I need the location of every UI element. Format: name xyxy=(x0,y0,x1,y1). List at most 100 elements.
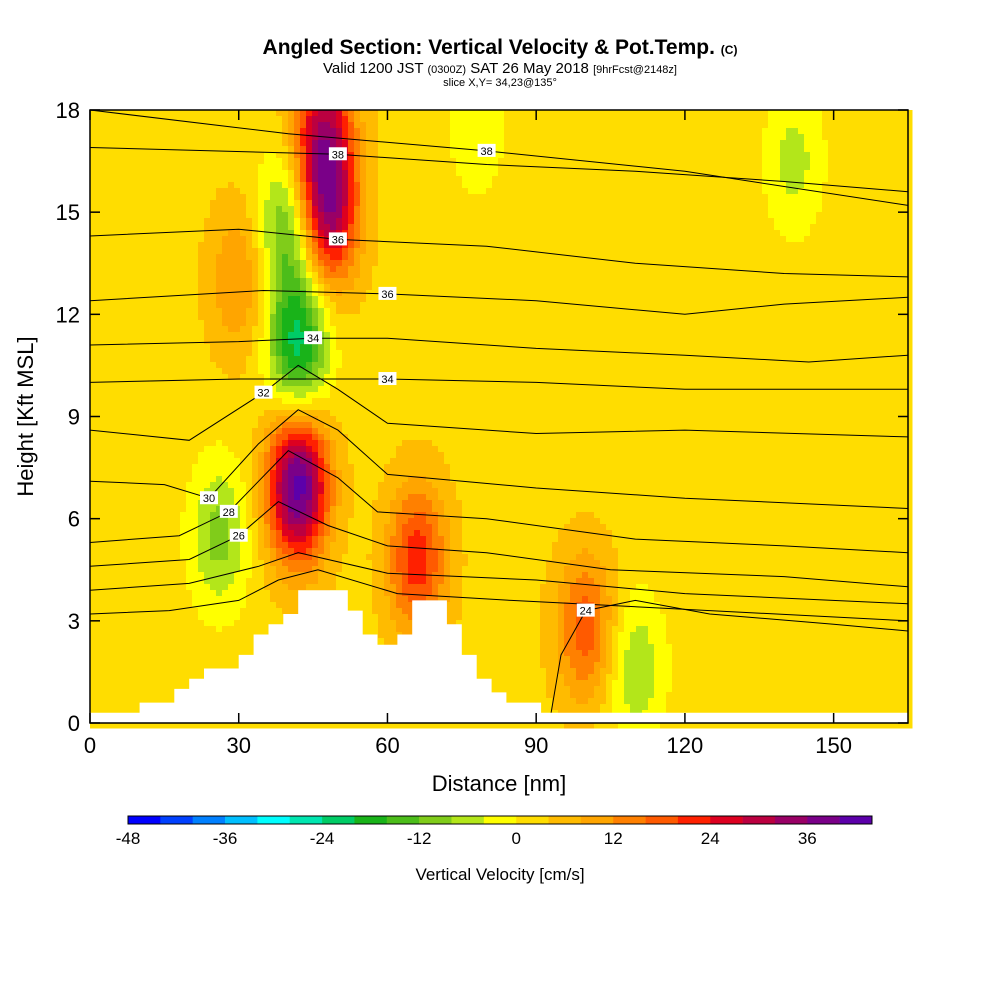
velocity-cell xyxy=(288,200,295,207)
velocity-cell xyxy=(318,146,325,153)
velocity-cell xyxy=(96,386,103,393)
velocity-cell xyxy=(348,542,355,549)
velocity-cell xyxy=(114,128,121,135)
velocity-cell xyxy=(168,272,175,279)
velocity-cell xyxy=(276,590,283,597)
velocity-cell xyxy=(330,128,337,135)
velocity-cell xyxy=(300,152,307,159)
velocity-cell xyxy=(90,230,97,237)
velocity-cell xyxy=(348,110,355,117)
velocity-cell xyxy=(102,530,109,537)
velocity-cell xyxy=(96,332,103,339)
velocity-cell xyxy=(114,164,121,171)
velocity-cell xyxy=(162,614,169,621)
velocity-cell xyxy=(348,248,355,255)
velocity-cell xyxy=(138,566,145,573)
velocity-cell xyxy=(222,644,229,651)
velocity-cell xyxy=(264,410,271,417)
velocity-cell xyxy=(108,602,115,609)
velocity-cell xyxy=(330,488,337,495)
velocity-cell xyxy=(276,320,283,327)
velocity-cell xyxy=(138,524,145,531)
velocity-cell xyxy=(102,404,109,411)
velocity-cell xyxy=(216,176,223,183)
velocity-cell xyxy=(120,260,127,267)
velocity-cell xyxy=(90,698,97,705)
velocity-cell xyxy=(270,560,277,567)
velocity-cell xyxy=(252,224,259,231)
velocity-cell xyxy=(354,536,361,543)
velocity-cell xyxy=(252,434,259,441)
velocity-cell xyxy=(210,164,217,171)
velocity-cell xyxy=(294,296,301,303)
velocity-cell xyxy=(156,314,163,321)
velocity-cell xyxy=(294,266,301,273)
velocity-cell xyxy=(96,602,103,609)
velocity-cell xyxy=(120,452,127,459)
velocity-cell xyxy=(204,566,211,573)
velocity-cell xyxy=(252,308,259,315)
velocity-cell xyxy=(246,470,253,477)
velocity-cell xyxy=(372,200,379,207)
velocity-cell xyxy=(180,608,187,615)
velocity-cell xyxy=(108,446,115,453)
velocity-cell xyxy=(108,194,115,201)
velocity-cell xyxy=(150,500,157,507)
velocity-cell xyxy=(126,152,133,159)
velocity-cell xyxy=(372,260,379,267)
velocity-cell xyxy=(114,506,121,513)
velocity-cell xyxy=(102,242,109,249)
velocity-cell xyxy=(120,380,127,387)
velocity-cell xyxy=(318,350,325,357)
velocity-cell xyxy=(192,278,199,285)
velocity-cell xyxy=(174,188,181,195)
velocity-cell xyxy=(102,338,109,345)
velocity-cell xyxy=(216,218,223,225)
velocity-cell xyxy=(192,368,199,375)
velocity-cell xyxy=(168,134,175,141)
velocity-cell xyxy=(306,542,313,549)
velocity-cell xyxy=(162,548,169,555)
velocity-cell xyxy=(294,368,301,375)
velocity-cell xyxy=(102,272,109,279)
velocity-cell xyxy=(300,146,307,153)
velocity-cell xyxy=(102,284,109,291)
velocity-cell xyxy=(114,236,121,243)
velocity-cell xyxy=(246,356,253,363)
velocity-cell xyxy=(234,332,241,339)
velocity-cell xyxy=(252,554,259,561)
velocity-cell xyxy=(102,368,109,375)
velocity-cell xyxy=(156,182,163,189)
velocity-cell xyxy=(132,626,139,633)
velocity-cell xyxy=(180,644,187,651)
velocity-cell xyxy=(96,446,103,453)
velocity-cell xyxy=(168,464,175,471)
velocity-cell xyxy=(168,722,175,729)
velocity-cell xyxy=(102,626,109,633)
velocity-cell xyxy=(198,194,205,201)
velocity-cell xyxy=(270,548,277,555)
velocity-cell xyxy=(378,278,385,285)
velocity-cell xyxy=(222,446,229,453)
velocity-cell xyxy=(252,206,259,213)
velocity-cell xyxy=(144,482,151,489)
velocity-cell xyxy=(108,704,115,711)
velocity-cell xyxy=(144,578,151,585)
velocity-cell xyxy=(276,338,283,345)
velocity-cell xyxy=(198,656,205,663)
velocity-cell xyxy=(144,170,151,177)
velocity-cell xyxy=(288,470,295,477)
velocity-cell xyxy=(234,140,241,147)
velocity-cell xyxy=(246,224,253,231)
velocity-cell xyxy=(270,536,277,543)
velocity-cell xyxy=(156,218,163,225)
velocity-cell xyxy=(282,308,289,315)
velocity-cell xyxy=(150,602,157,609)
velocity-cell xyxy=(126,464,133,471)
velocity-cell xyxy=(240,308,247,315)
velocity-cell xyxy=(192,518,199,525)
velocity-cell xyxy=(138,116,145,123)
velocity-cell xyxy=(330,332,337,339)
velocity-cell xyxy=(198,590,205,597)
velocity-cell xyxy=(378,128,385,135)
